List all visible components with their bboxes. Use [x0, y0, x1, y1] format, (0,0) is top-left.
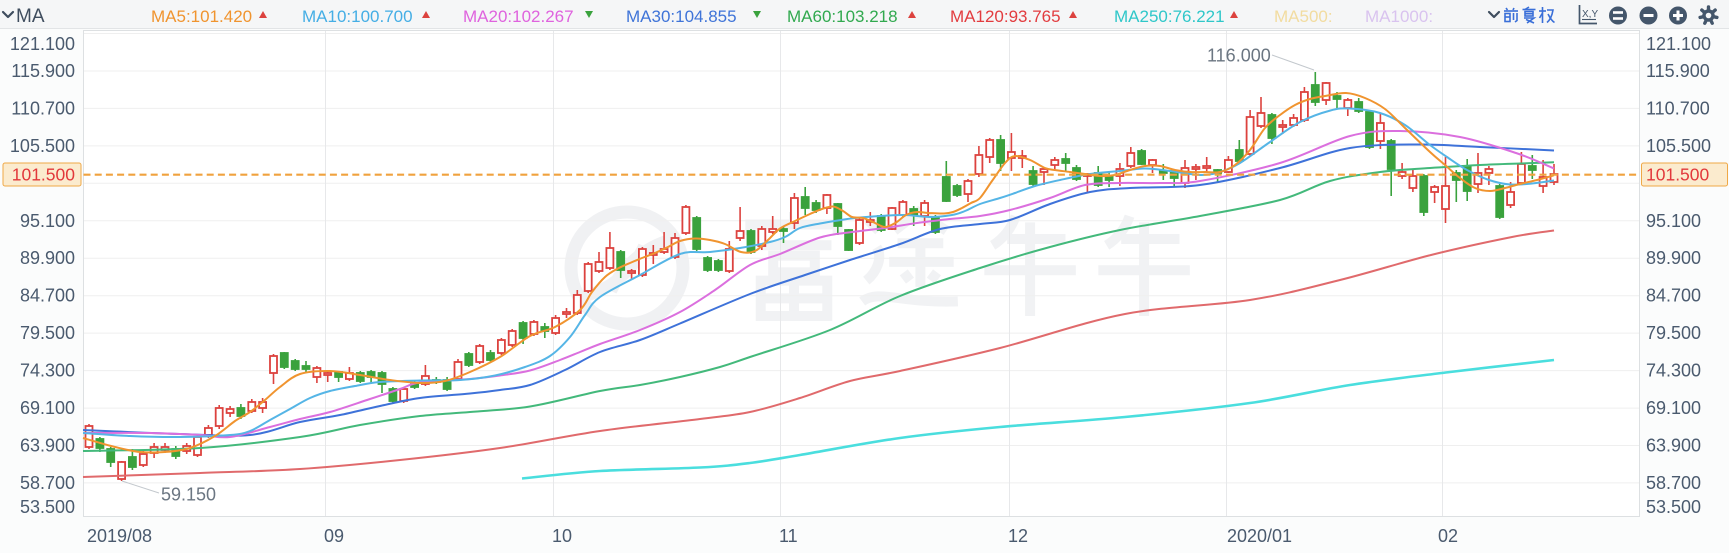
- svg-text:101.500: 101.500: [12, 165, 76, 185]
- svg-text:115.900: 115.900: [1646, 61, 1710, 81]
- svg-text:MA10:100.700: MA10:100.700: [302, 7, 413, 26]
- svg-text:95.100: 95.100: [1646, 211, 1701, 231]
- svg-text:63.900: 63.900: [20, 436, 75, 456]
- svg-text:11: 11: [779, 526, 798, 546]
- svg-text:MA5:101.420: MA5:101.420: [151, 7, 252, 26]
- svg-text:84.700: 84.700: [20, 286, 75, 306]
- svg-text:10: 10: [552, 526, 572, 546]
- svg-text:2019/08: 2019/08: [87, 526, 152, 546]
- svg-text:2020/01: 2020/01: [1227, 526, 1292, 546]
- svg-text:69.100: 69.100: [20, 398, 75, 418]
- svg-text:58.700: 58.700: [20, 473, 75, 493]
- svg-text:74.300: 74.300: [1646, 361, 1701, 381]
- svg-text:105.500: 105.500: [1646, 136, 1711, 156]
- svg-text:09: 09: [324, 526, 344, 546]
- svg-text:MA250:76.221: MA250:76.221: [1114, 7, 1225, 26]
- svg-text:MA120:93.765: MA120:93.765: [950, 7, 1061, 26]
- svg-text:MA20:102.267: MA20:102.267: [463, 7, 574, 26]
- svg-text:116.000: 116.000: [1207, 46, 1271, 66]
- svg-text:MA1000:: MA1000:: [1365, 7, 1433, 26]
- svg-text:79.500: 79.500: [20, 323, 75, 343]
- svg-text:101.500: 101.500: [1646, 165, 1710, 185]
- svg-text:84.700: 84.700: [1646, 286, 1701, 306]
- svg-text:X,Y: X,Y: [1582, 9, 1598, 20]
- svg-text:69.100: 69.100: [1646, 398, 1701, 418]
- svg-text:58.700: 58.700: [1646, 473, 1701, 493]
- svg-text:MA500:: MA500:: [1274, 7, 1333, 26]
- svg-text:74.300: 74.300: [20, 361, 75, 381]
- svg-text:115.900: 115.900: [11, 61, 75, 81]
- svg-text:89.900: 89.900: [20, 248, 75, 268]
- svg-text:12: 12: [1008, 526, 1028, 546]
- svg-text:110.700: 110.700: [1646, 98, 1710, 118]
- svg-text:63.900: 63.900: [1646, 436, 1701, 456]
- svg-text:121.100: 121.100: [1646, 34, 1711, 54]
- svg-text:53.500: 53.500: [1646, 497, 1701, 517]
- svg-text:02: 02: [1438, 526, 1458, 546]
- svg-text:110.700: 110.700: [11, 98, 75, 118]
- svg-text:121.100: 121.100: [10, 34, 75, 54]
- svg-text:79.500: 79.500: [1646, 323, 1701, 343]
- svg-text:89.900: 89.900: [1646, 248, 1701, 268]
- svg-text:95.100: 95.100: [20, 211, 75, 231]
- svg-text:MA30:104.855: MA30:104.855: [626, 7, 737, 26]
- svg-text:53.500: 53.500: [20, 497, 75, 517]
- svg-text:MA60:103.218: MA60:103.218: [787, 7, 898, 26]
- svg-text:105.500: 105.500: [10, 136, 75, 156]
- svg-text:MA: MA: [16, 6, 45, 27]
- svg-text:59.150: 59.150: [161, 485, 216, 505]
